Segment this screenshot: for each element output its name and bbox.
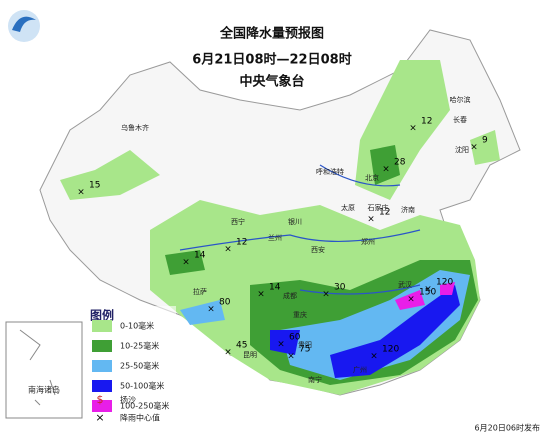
rain-center-marker: × bbox=[322, 290, 330, 300]
rain-center-value: 12 bbox=[379, 208, 390, 218]
legend-swatch bbox=[92, 380, 112, 392]
rain-center-marker: × bbox=[409, 124, 417, 134]
city-label: 兰州 bbox=[268, 233, 282, 242]
rain-center-value: 12 bbox=[236, 238, 247, 248]
footer: 6月20日06时发布 bbox=[475, 423, 540, 433]
legend-swatch bbox=[92, 320, 112, 332]
legend-label: 扬沙 bbox=[120, 395, 136, 405]
city-label: 拉萨 bbox=[193, 287, 207, 296]
legend-swatch bbox=[92, 340, 112, 352]
rain-center-value: 75 bbox=[299, 345, 310, 355]
logo-mark bbox=[12, 16, 36, 32]
city-label: 哈尔滨 bbox=[450, 95, 471, 104]
rain-center-marker: × bbox=[367, 215, 375, 225]
legend-label: 50-100毫米 bbox=[120, 381, 164, 391]
legend-symbol: × bbox=[95, 411, 104, 424]
inset-islands bbox=[19, 329, 56, 406]
rain-center-marker: × bbox=[77, 188, 85, 198]
rain-center-value: 12 bbox=[421, 117, 432, 127]
city-label: 郑州 bbox=[361, 238, 375, 246]
inset-box bbox=[5, 321, 83, 419]
city-label: 西宁 bbox=[231, 217, 245, 226]
legend-label: 0-10毫米 bbox=[120, 321, 154, 331]
rain-center-value: 120 bbox=[436, 278, 453, 288]
rain-center-marker: × bbox=[407, 295, 415, 305]
period: 6月21日08时—22日08时 bbox=[192, 52, 351, 68]
city-label: 武汉 bbox=[398, 280, 412, 289]
city-label: 北京 bbox=[365, 173, 379, 182]
city-label: 银川 bbox=[288, 217, 302, 226]
city-label: 长春 bbox=[453, 115, 467, 124]
rain-center-marker: × bbox=[287, 352, 295, 362]
rain-center-marker: × bbox=[424, 285, 432, 295]
city-label: 西安 bbox=[311, 245, 325, 254]
legend-symbol: $ bbox=[97, 393, 104, 406]
legend-title: 图例 bbox=[90, 308, 114, 323]
legend-label: 降雨中心值 bbox=[120, 413, 160, 423]
rain-center-value: 14 bbox=[194, 251, 206, 261]
city-label: 济南 bbox=[401, 205, 415, 214]
legend-label: 25-50毫米 bbox=[120, 361, 159, 371]
title: 全国降水量预报图 bbox=[219, 26, 324, 42]
rain-center-value: 30 bbox=[334, 283, 346, 293]
issuer: 中央气象台 bbox=[239, 74, 304, 90]
rain-center-marker: × bbox=[257, 290, 265, 300]
legend-swatch bbox=[92, 360, 112, 372]
rain-center-marker: × bbox=[470, 143, 478, 153]
city-label: 呼和浩特 bbox=[316, 167, 344, 176]
city-label: 乌鲁木齐 bbox=[121, 123, 149, 132]
rivers bbox=[179, 164, 421, 295]
city-label: 贵阳 bbox=[298, 340, 312, 349]
rain-center-value: 9 bbox=[482, 136, 488, 146]
rain-center-marker: × bbox=[224, 348, 232, 358]
city-label: 广州 bbox=[353, 365, 367, 374]
city-label: 南宁 bbox=[308, 375, 322, 384]
rain-center-value: 120 bbox=[382, 345, 399, 355]
rain-center-value: 45 bbox=[236, 341, 247, 351]
city-label: 重庆 bbox=[293, 310, 307, 319]
city-label: 成都 bbox=[283, 291, 297, 300]
rain-center-value: 60 bbox=[289, 333, 301, 343]
rain-center-marker: × bbox=[382, 165, 390, 175]
rain-center-marker: × bbox=[207, 305, 215, 315]
city-label: 沈阳 bbox=[455, 145, 469, 154]
rain-center-value: 150 bbox=[419, 288, 436, 298]
rain-center-marker: × bbox=[182, 258, 190, 268]
rain-center-marker: × bbox=[224, 245, 232, 255]
rain-50-100 bbox=[270, 285, 460, 378]
legend-swatch bbox=[92, 400, 112, 412]
rain-center-value: 80 bbox=[219, 298, 231, 308]
rain-center-marker: × bbox=[277, 340, 285, 350]
rain-center-value: 14 bbox=[269, 283, 281, 293]
legend-label: 10-25毫米 bbox=[120, 341, 159, 351]
rain-center-value: 28 bbox=[394, 158, 406, 168]
legend-label: 100-250毫米 bbox=[120, 401, 169, 411]
logo bbox=[8, 10, 40, 42]
inset-label: 南海诸岛 bbox=[28, 385, 60, 395]
rain-center-marker: × bbox=[370, 352, 378, 362]
rain-center-value: 15 bbox=[89, 181, 100, 191]
rain-100-250 bbox=[395, 282, 455, 310]
city-label: 石家庄 bbox=[368, 203, 389, 212]
city-label: 太原 bbox=[341, 203, 355, 212]
city-label: 昆明 bbox=[243, 351, 257, 359]
